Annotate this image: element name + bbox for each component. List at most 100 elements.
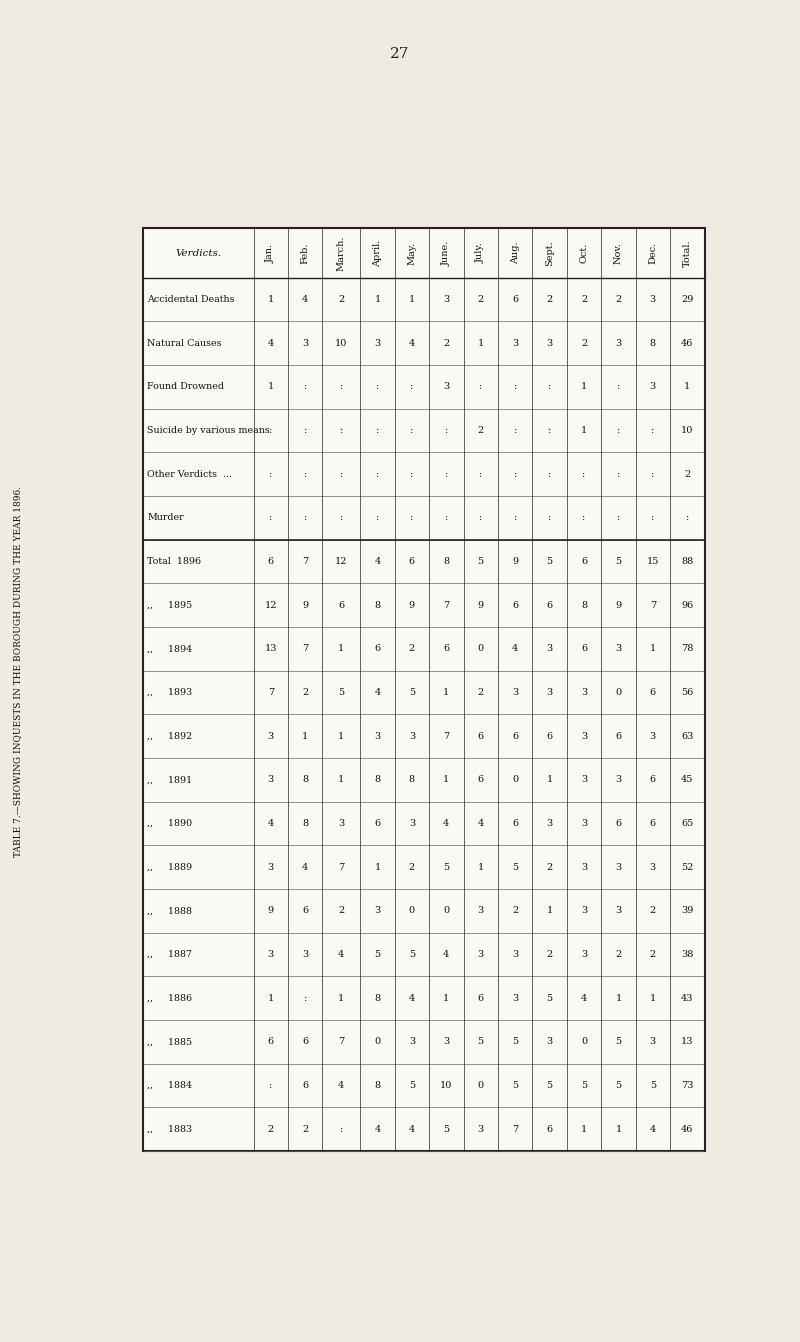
Text: 5: 5 [615, 1082, 622, 1090]
Text: 3: 3 [546, 819, 553, 828]
Text: 8: 8 [374, 993, 381, 1002]
Text: 3: 3 [268, 863, 274, 872]
Text: 2: 2 [512, 906, 518, 915]
Text: 3: 3 [512, 950, 518, 960]
Text: 2: 2 [338, 906, 345, 915]
Text: 5: 5 [512, 1082, 518, 1090]
Text: 4: 4 [409, 993, 415, 1002]
Text: 2: 2 [409, 863, 415, 872]
Text: 1: 1 [581, 382, 587, 392]
Text: 4: 4 [512, 644, 518, 654]
Text: 1: 1 [546, 906, 553, 915]
Text: 6: 6 [512, 295, 518, 305]
Text: 3: 3 [443, 295, 450, 305]
Text: 6: 6 [478, 731, 484, 741]
Text: 4: 4 [268, 819, 274, 828]
Text: 1: 1 [443, 776, 450, 784]
Text: 12: 12 [265, 601, 277, 609]
Text: ,,     1883: ,, 1883 [147, 1125, 192, 1134]
Text: :: : [269, 1082, 272, 1090]
Text: ,,     1888: ,, 1888 [147, 906, 192, 915]
Text: 1: 1 [650, 644, 656, 654]
Text: Dec.: Dec. [648, 242, 658, 264]
Text: 5: 5 [409, 950, 415, 960]
Text: :: : [617, 470, 620, 479]
Text: 9: 9 [478, 601, 484, 609]
Text: 2: 2 [684, 470, 690, 479]
Text: 3: 3 [650, 731, 656, 741]
Text: 5: 5 [409, 1082, 415, 1090]
Text: :: : [479, 514, 482, 522]
Text: Natural Causes: Natural Causes [147, 338, 222, 348]
Text: 4: 4 [374, 557, 381, 566]
Text: 46: 46 [681, 338, 694, 348]
Text: :: : [445, 514, 448, 522]
Text: 3: 3 [546, 688, 553, 696]
Text: :: : [340, 382, 343, 392]
Text: 3: 3 [409, 819, 415, 828]
Text: 1: 1 [374, 295, 381, 305]
Text: 6: 6 [478, 993, 484, 1002]
Text: 6: 6 [302, 1037, 308, 1047]
Text: 3: 3 [581, 819, 587, 828]
Text: :: : [269, 427, 272, 435]
Text: 3: 3 [581, 863, 587, 872]
Text: 8: 8 [581, 601, 587, 609]
Text: 6: 6 [546, 731, 553, 741]
Text: 10: 10 [335, 338, 347, 348]
Text: 7: 7 [302, 557, 308, 566]
Text: 10: 10 [681, 427, 694, 435]
Text: 4: 4 [268, 338, 274, 348]
Text: 6: 6 [302, 906, 308, 915]
Text: 5: 5 [478, 1037, 484, 1047]
Text: 39: 39 [681, 906, 694, 915]
Text: 65: 65 [681, 819, 694, 828]
Text: 8: 8 [650, 338, 656, 348]
Text: 1: 1 [443, 993, 450, 1002]
Text: :: : [303, 427, 307, 435]
Text: Accidental Deaths: Accidental Deaths [147, 295, 234, 305]
Text: :: : [479, 470, 482, 479]
Text: :: : [582, 470, 586, 479]
Text: ,,     1894: ,, 1894 [147, 644, 192, 654]
Text: :: : [548, 470, 551, 479]
Text: 2: 2 [443, 338, 450, 348]
Text: 9: 9 [268, 906, 274, 915]
Text: 9: 9 [302, 601, 308, 609]
Text: 3: 3 [302, 950, 308, 960]
Text: 1: 1 [338, 731, 345, 741]
Text: 6: 6 [512, 731, 518, 741]
Text: :: : [376, 514, 379, 522]
Text: 12: 12 [335, 557, 347, 566]
Text: 3: 3 [615, 863, 622, 872]
Text: 4: 4 [374, 688, 381, 696]
Text: 4: 4 [650, 1125, 656, 1134]
Text: :: : [514, 382, 517, 392]
Text: 1: 1 [409, 295, 415, 305]
Text: 1: 1 [615, 1125, 622, 1134]
Text: :: : [617, 514, 620, 522]
Text: 3: 3 [443, 382, 450, 392]
Text: ,,     1884: ,, 1884 [147, 1082, 192, 1090]
Text: 6: 6 [268, 557, 274, 566]
Text: 2: 2 [302, 688, 308, 696]
Text: 6: 6 [409, 557, 415, 566]
Text: 3: 3 [409, 731, 415, 741]
Text: 6: 6 [512, 819, 518, 828]
Text: 8: 8 [374, 601, 381, 609]
Text: 1: 1 [581, 427, 587, 435]
Text: 3: 3 [581, 731, 587, 741]
Text: :: : [410, 470, 414, 479]
Text: 8: 8 [374, 1082, 381, 1090]
Text: 56: 56 [681, 688, 694, 696]
Text: 6: 6 [650, 776, 656, 784]
Text: 3: 3 [374, 731, 381, 741]
Text: 3: 3 [512, 338, 518, 348]
Text: 1: 1 [615, 993, 622, 1002]
Text: 4: 4 [302, 295, 308, 305]
Text: 3: 3 [650, 382, 656, 392]
Text: 7: 7 [443, 731, 450, 741]
Text: :: : [514, 470, 517, 479]
Text: 2: 2 [581, 338, 587, 348]
Text: 43: 43 [681, 993, 694, 1002]
